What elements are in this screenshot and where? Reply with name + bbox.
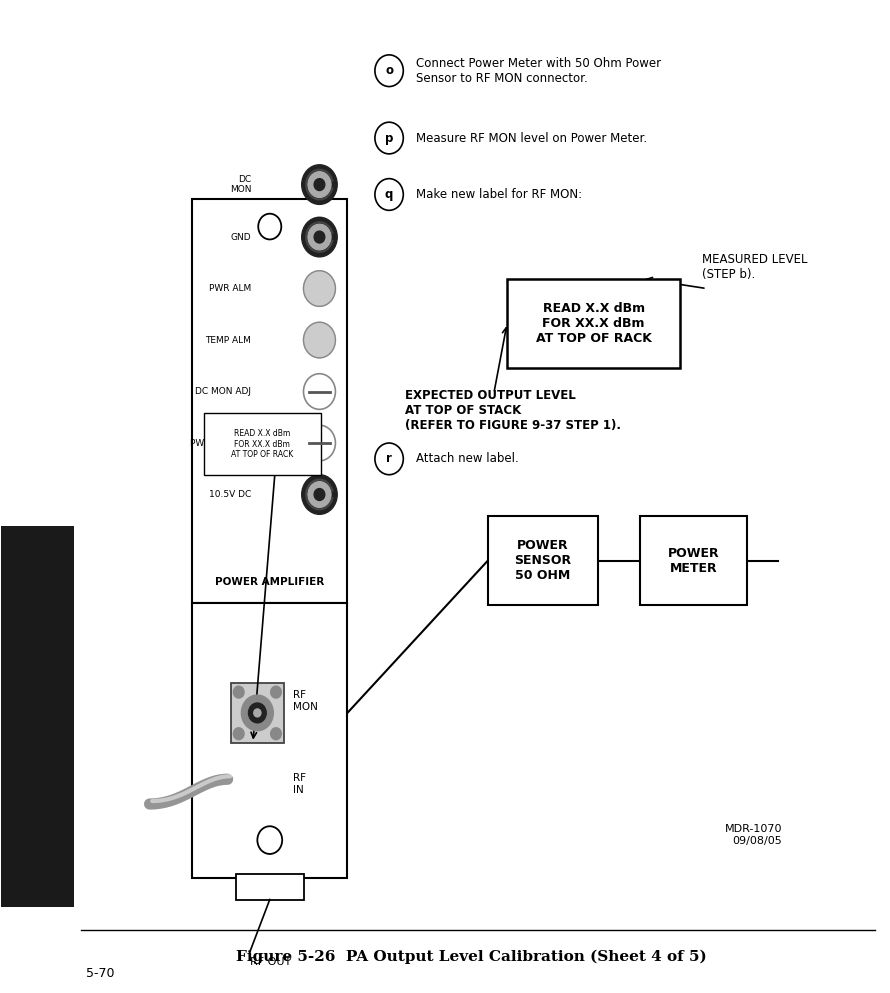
Circle shape — [302, 475, 337, 514]
Text: 5-70: 5-70 — [85, 967, 114, 980]
Circle shape — [241, 695, 273, 731]
FancyBboxPatch shape — [192, 603, 347, 878]
Circle shape — [308, 482, 331, 507]
Circle shape — [303, 322, 336, 357]
Text: RF OUT: RF OUT — [250, 957, 291, 967]
Text: q: q — [384, 188, 393, 201]
Text: p: p — [384, 131, 393, 145]
Circle shape — [303, 271, 336, 307]
FancyBboxPatch shape — [507, 279, 680, 367]
Text: RF
IN: RF IN — [293, 774, 306, 795]
Circle shape — [303, 425, 336, 461]
Circle shape — [314, 231, 325, 243]
Circle shape — [254, 709, 261, 717]
Text: MDR-1070
09/08/05: MDR-1070 09/08/05 — [724, 824, 782, 846]
Circle shape — [302, 165, 337, 205]
FancyBboxPatch shape — [204, 413, 320, 475]
Circle shape — [233, 728, 244, 740]
Text: POWER AMPLIFIER: POWER AMPLIFIER — [215, 577, 324, 587]
Text: Attach new label.: Attach new label. — [416, 453, 519, 466]
Text: TEMP ALM: TEMP ALM — [206, 336, 251, 345]
Text: POWER
METER: POWER METER — [668, 547, 719, 575]
Text: EXPECTED OUTPUT LEVEL
AT TOP OF STACK
(REFER TO FIGURE 9-37 STEP 1).: EXPECTED OUTPUT LEVEL AT TOP OF STACK (R… — [405, 389, 621, 432]
Circle shape — [308, 224, 331, 250]
FancyBboxPatch shape — [236, 874, 303, 900]
Text: POWER
SENSOR
50 OHM: POWER SENSOR 50 OHM — [514, 539, 571, 582]
Circle shape — [308, 172, 331, 198]
Text: DC MON ADJ: DC MON ADJ — [195, 387, 251, 396]
Circle shape — [271, 728, 281, 740]
Text: READ X.X dBm
FOR XX.X dBm
AT TOP OF RACK: READ X.X dBm FOR XX.X dBm AT TOP OF RACK — [536, 302, 651, 345]
Circle shape — [303, 373, 336, 409]
Text: Figure 5-26  PA Output Level Calibration (Sheet 4 of 5): Figure 5-26 PA Output Level Calibration … — [236, 949, 707, 964]
Text: Connect Power Meter with 50 Ohm Power
Sensor to RF MON connector.: Connect Power Meter with 50 Ohm Power Se… — [416, 57, 661, 84]
Circle shape — [314, 179, 325, 191]
Text: Make new label for RF MON:: Make new label for RF MON: — [416, 188, 582, 201]
Text: 10.5V DC: 10.5V DC — [209, 490, 251, 499]
Text: r: r — [386, 453, 392, 466]
Text: PWR ALM: PWR ALM — [209, 284, 251, 293]
Text: RF
MON: RF MON — [293, 690, 318, 712]
Circle shape — [233, 686, 244, 698]
Text: MEASURED LEVEL
(STEP b).: MEASURED LEVEL (STEP b). — [702, 253, 808, 281]
Circle shape — [248, 703, 266, 723]
FancyBboxPatch shape — [640, 516, 747, 606]
Circle shape — [271, 686, 281, 698]
Text: READ X.X dBm
FOR XX.X dBm
AT TOP OF RACK: READ X.X dBm FOR XX.X dBm AT TOP OF RACK — [231, 429, 294, 459]
FancyBboxPatch shape — [192, 200, 347, 603]
Circle shape — [302, 217, 337, 257]
Text: PWR ALM ADJ: PWR ALM ADJ — [190, 439, 251, 448]
Text: o: o — [385, 65, 393, 77]
Text: GND: GND — [231, 232, 251, 241]
FancyBboxPatch shape — [2, 526, 74, 908]
Text: DC
MON: DC MON — [230, 175, 251, 195]
Text: Measure RF MON level on Power Meter.: Measure RF MON level on Power Meter. — [416, 131, 647, 145]
FancyBboxPatch shape — [231, 683, 284, 743]
FancyBboxPatch shape — [488, 516, 598, 606]
Circle shape — [314, 489, 325, 500]
